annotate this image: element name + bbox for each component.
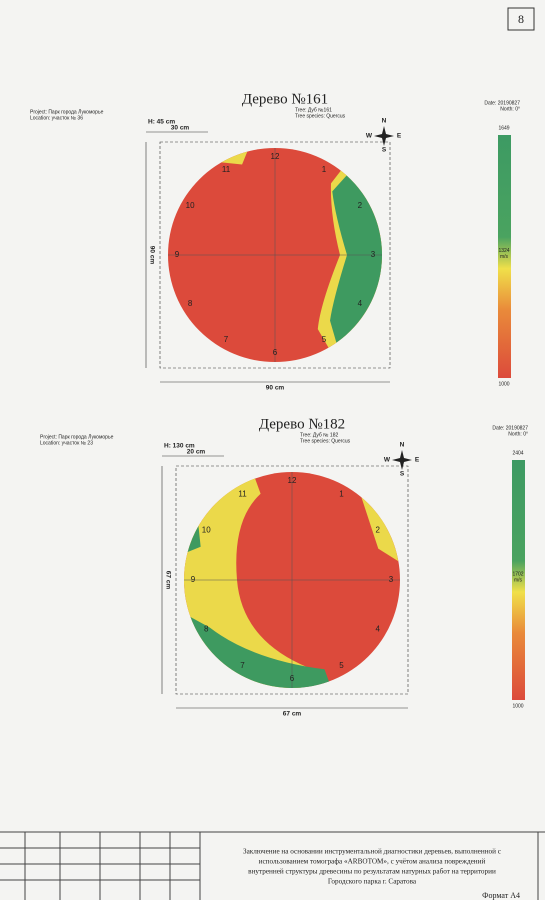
compass: S — [400, 471, 405, 478]
footer-line: использованием томографа «ARBOTOM», с уч… — [259, 858, 486, 866]
location: Location: участок № 36 — [30, 115, 83, 121]
scale: 2404 — [512, 450, 523, 456]
project: Project: Парк города Лукоморье — [30, 109, 104, 115]
tree: Tree: Дуб № 182 — [300, 432, 338, 438]
scale: 1000 — [498, 381, 509, 387]
tree-panel: Дерево №182 Project: Парк города Лукоморь… — [40, 416, 528, 717]
location: Location: участок № 23 — [40, 440, 93, 446]
points: 4 — [358, 299, 363, 308]
footer-line: Заключение на основании инструментальной… — [243, 848, 501, 856]
species: Tree species: Quercus — [295, 113, 346, 119]
points: 10 — [202, 526, 211, 535]
date: Date: 20190827 — [492, 425, 528, 431]
compass: W — [384, 457, 391, 464]
points: 2 — [358, 201, 363, 210]
dimension-frame — [159, 141, 391, 369]
compass: S — [382, 147, 387, 154]
page-number-box — [507, 7, 535, 31]
tomogram-yellow-zone — [361, 497, 399, 562]
horizontal-size: 67 cm — [283, 711, 302, 718]
tomogram-green-zone — [187, 526, 201, 553]
horizontal-size: 90 cm — [266, 385, 285, 392]
compass-star — [392, 450, 412, 470]
tomogram-green-zone — [330, 175, 382, 343]
height: H: 130 cm — [164, 443, 195, 450]
points: 6 — [290, 674, 295, 683]
height: H: 45 cm — [148, 119, 175, 126]
points: 7 — [240, 661, 245, 670]
date: Date: 20190827 — [484, 100, 520, 106]
points: 12 — [288, 476, 297, 485]
points: 7 — [224, 335, 229, 344]
species: Tree species: Quercus — [300, 438, 351, 444]
project: Project: Парк города Лукоморье — [40, 434, 114, 440]
points: 4 — [376, 625, 381, 634]
points: 3 — [371, 250, 376, 259]
compass: E — [397, 133, 402, 140]
points: 5 — [339, 661, 344, 670]
offset: 30 cm — [171, 125, 190, 132]
footer: Заключение на основании инструментальной… — [243, 848, 501, 886]
format: Формат А4 — [482, 891, 520, 900]
points: 1 — [339, 489, 344, 498]
points: 11 — [238, 489, 247, 498]
scale: 1702 — [512, 571, 523, 577]
points: 8 — [204, 625, 209, 634]
points: 11 — [222, 165, 231, 174]
points: 10 — [186, 201, 195, 210]
color-scale-bar — [512, 460, 525, 700]
scale: 1649 — [498, 125, 509, 131]
vertical-size: 90 cm — [148, 246, 155, 265]
compass: W — [366, 133, 373, 140]
dimension-frame — [175, 465, 409, 695]
scale: m/s — [514, 577, 523, 583]
points: 9 — [175, 250, 180, 259]
title: Дерево №161 — [242, 91, 328, 107]
compass: N — [400, 442, 405, 449]
scale: 1324 — [498, 248, 509, 254]
tree-panel: Дерево №161 Project: Парк города Лукоморь… — [30, 91, 520, 391]
points: 3 — [389, 575, 394, 584]
points: 5 — [322, 335, 327, 344]
compass: N — [382, 118, 387, 125]
vertical-size: 67 cm — [164, 571, 171, 590]
title: Дерево №182 — [259, 416, 345, 432]
scale: m/s — [500, 254, 509, 260]
north: North: 0° — [500, 106, 520, 112]
compass: E — [415, 457, 420, 464]
footer-line: внутренней структуры древесины по резуль… — [248, 868, 496, 876]
tree: Tree: Дуб №161 — [295, 107, 332, 113]
footer-table — [0, 831, 545, 900]
footer-line: Городского парка г. Саратова — [328, 878, 417, 886]
scale: 1000 — [512, 703, 523, 709]
points: 12 — [271, 152, 280, 161]
compass-star — [374, 126, 394, 146]
north: North: 0° — [508, 431, 528, 437]
tomogram-yellow-zone — [221, 151, 248, 165]
points: 1 — [322, 165, 327, 174]
points: 8 — [188, 299, 193, 308]
page-number: 8 — [518, 12, 524, 26]
points: 6 — [273, 348, 278, 357]
points: 2 — [376, 526, 381, 535]
color-scale-bar — [498, 135, 511, 378]
points: 9 — [191, 575, 196, 584]
tomogram-green-zone — [190, 616, 329, 688]
offset: 20 cm — [187, 449, 206, 456]
